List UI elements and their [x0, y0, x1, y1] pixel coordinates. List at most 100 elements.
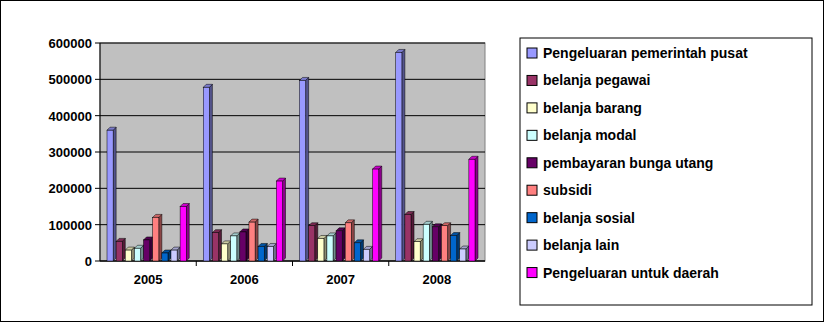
bar: [153, 214, 162, 261]
bar-side: [324, 235, 327, 261]
bar-front: [134, 248, 140, 261]
tick-mark: [95, 115, 100, 116]
tick-label: 100000: [49, 218, 92, 233]
bar: [414, 239, 423, 261]
bar-side: [228, 241, 231, 261]
bar-top: [300, 77, 309, 80]
legend-swatch: [527, 240, 537, 250]
bar-top: [405, 211, 414, 214]
bar: [300, 77, 309, 261]
bar-side: [351, 220, 354, 261]
legend-swatch: [527, 103, 537, 113]
bar-front: [171, 250, 177, 261]
category-label: 2007: [326, 272, 355, 287]
legend-label: belanja barang: [543, 100, 642, 116]
bar-side: [219, 230, 222, 261]
bar-front: [203, 87, 209, 261]
bar-front: [222, 244, 228, 261]
bar-side: [457, 233, 460, 261]
grid-line: [100, 115, 485, 116]
bar: [203, 84, 212, 261]
legend-box: [520, 38, 812, 305]
bar: [222, 241, 231, 261]
bar: [231, 233, 240, 261]
bar-front: [318, 238, 324, 261]
bar-side: [122, 238, 125, 261]
bar-top: [309, 223, 318, 226]
bar: [144, 237, 153, 261]
bar-top: [203, 84, 212, 87]
tick-label: 0: [85, 254, 92, 269]
bar-front: [441, 226, 447, 261]
bar-front: [276, 181, 282, 261]
bar-top: [451, 233, 460, 236]
bar-side: [246, 229, 249, 261]
bar-front: [212, 233, 218, 261]
bar: [327, 233, 336, 261]
bar: [240, 229, 249, 261]
bar-top: [107, 127, 116, 130]
bar-top: [240, 229, 249, 232]
bar-front: [267, 246, 273, 261]
bar-front: [153, 217, 159, 261]
bar: [469, 156, 478, 261]
bar-side: [420, 239, 423, 261]
bar-top: [396, 49, 405, 52]
bar: [212, 230, 221, 261]
bar-top: [134, 245, 143, 248]
bar: [162, 250, 171, 261]
category-tick: [292, 261, 293, 266]
bar-front: [396, 52, 402, 261]
legend-label: Pengeluaran pemerintah pusat: [543, 45, 748, 61]
tick-label: 600000: [49, 36, 92, 51]
grid-line: [100, 79, 485, 80]
bar-front: [240, 232, 246, 261]
bar: [309, 223, 318, 261]
bar-front: [460, 249, 466, 261]
bar-top: [432, 224, 441, 227]
bar: [180, 204, 189, 262]
bar: [345, 220, 354, 261]
bar-top: [171, 247, 180, 250]
tick-mark: [95, 43, 100, 44]
legend-label: subsidi: [543, 182, 592, 198]
bar-front: [345, 223, 351, 261]
bar: [405, 211, 414, 261]
bar-side: [283, 178, 286, 261]
bar: [107, 127, 116, 261]
tick-label: 400000: [49, 109, 92, 124]
bar: [441, 223, 450, 261]
bar-side: [186, 204, 189, 262]
bar-side: [379, 166, 382, 261]
legend-swatch: [527, 268, 537, 278]
bar: [249, 219, 258, 261]
bar-front: [300, 80, 306, 261]
legend-swatch: [527, 213, 537, 223]
bar-side: [159, 214, 162, 261]
bar-front: [373, 169, 379, 261]
bar-top: [153, 214, 162, 217]
chart: 0100000200000300000400000500000600000200…: [0, 0, 824, 322]
legend-swatch: [527, 185, 537, 195]
bar: [432, 224, 441, 261]
category-label: 2008: [422, 272, 451, 287]
bar: [116, 238, 125, 261]
bar: [451, 233, 460, 261]
bar-side: [150, 237, 153, 261]
bar-front: [451, 236, 457, 261]
bar-side: [448, 223, 451, 261]
bar-side: [306, 77, 309, 261]
bar-front: [423, 224, 429, 261]
legend-label: belanja lain: [543, 237, 619, 253]
bar: [276, 178, 285, 261]
bar-top: [460, 246, 469, 249]
bar-front: [414, 242, 420, 261]
bar-top: [249, 219, 258, 222]
bar-top: [276, 178, 285, 181]
bar-side: [411, 211, 414, 261]
bar-top: [116, 238, 125, 241]
bar-front: [327, 236, 333, 261]
bar-top: [318, 235, 327, 238]
bar-side: [438, 224, 441, 261]
bar: [258, 243, 267, 261]
